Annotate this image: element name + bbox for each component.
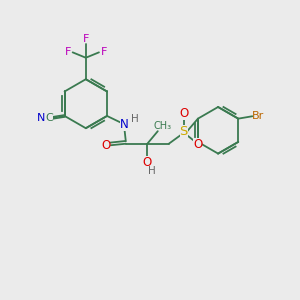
Text: S: S xyxy=(180,125,188,138)
Text: N: N xyxy=(120,118,129,131)
Text: F: F xyxy=(65,47,71,57)
Text: H: H xyxy=(131,114,139,124)
Text: N: N xyxy=(37,113,45,123)
Text: O: O xyxy=(143,156,152,169)
Text: O: O xyxy=(101,139,110,152)
Text: Br: Br xyxy=(252,111,264,121)
Text: F: F xyxy=(100,47,107,57)
Text: F: F xyxy=(82,34,89,44)
Text: H: H xyxy=(148,166,155,176)
Text: C: C xyxy=(45,113,52,123)
Text: O: O xyxy=(179,107,188,120)
Text: O: O xyxy=(193,138,203,152)
Text: CH₃: CH₃ xyxy=(154,121,172,131)
